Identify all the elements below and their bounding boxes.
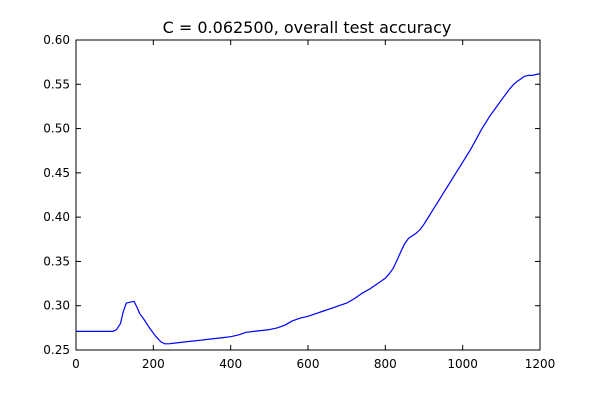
plot-frame <box>75 39 541 351</box>
y-tick-label: 0.35 <box>43 254 70 268</box>
y-tick-label: 0.45 <box>43 166 70 180</box>
y-tick-label: 0.60 <box>43 33 70 47</box>
x-tick-label: 600 <box>297 357 320 371</box>
y-tick-label: 0.55 <box>43 77 70 91</box>
y-tick-label: 0.25 <box>43 343 70 357</box>
x-tick-label: 200 <box>142 357 165 371</box>
series-line-0 <box>76 73 541 345</box>
axis-ticks: 0 200 400 600 800 1000 1200 0.25 0.30 0.35 0.40 0.4… <box>43 33 555 371</box>
x-tick-label: 400 <box>219 357 242 371</box>
chart-title: C = 0.062500, overall test accuracy <box>163 18 452 37</box>
x-tick-label: 1000 <box>447 357 478 371</box>
x-tick-label: 0 <box>72 357 80 371</box>
x-tick-label: 1200 <box>525 357 556 371</box>
y-tick-label: 0.40 <box>43 210 70 224</box>
x-tick-label: 800 <box>374 357 397 371</box>
y-tick-label: 0.50 <box>43 122 70 136</box>
y-tick-label: 0.30 <box>43 299 70 313</box>
plot-area <box>76 73 541 345</box>
